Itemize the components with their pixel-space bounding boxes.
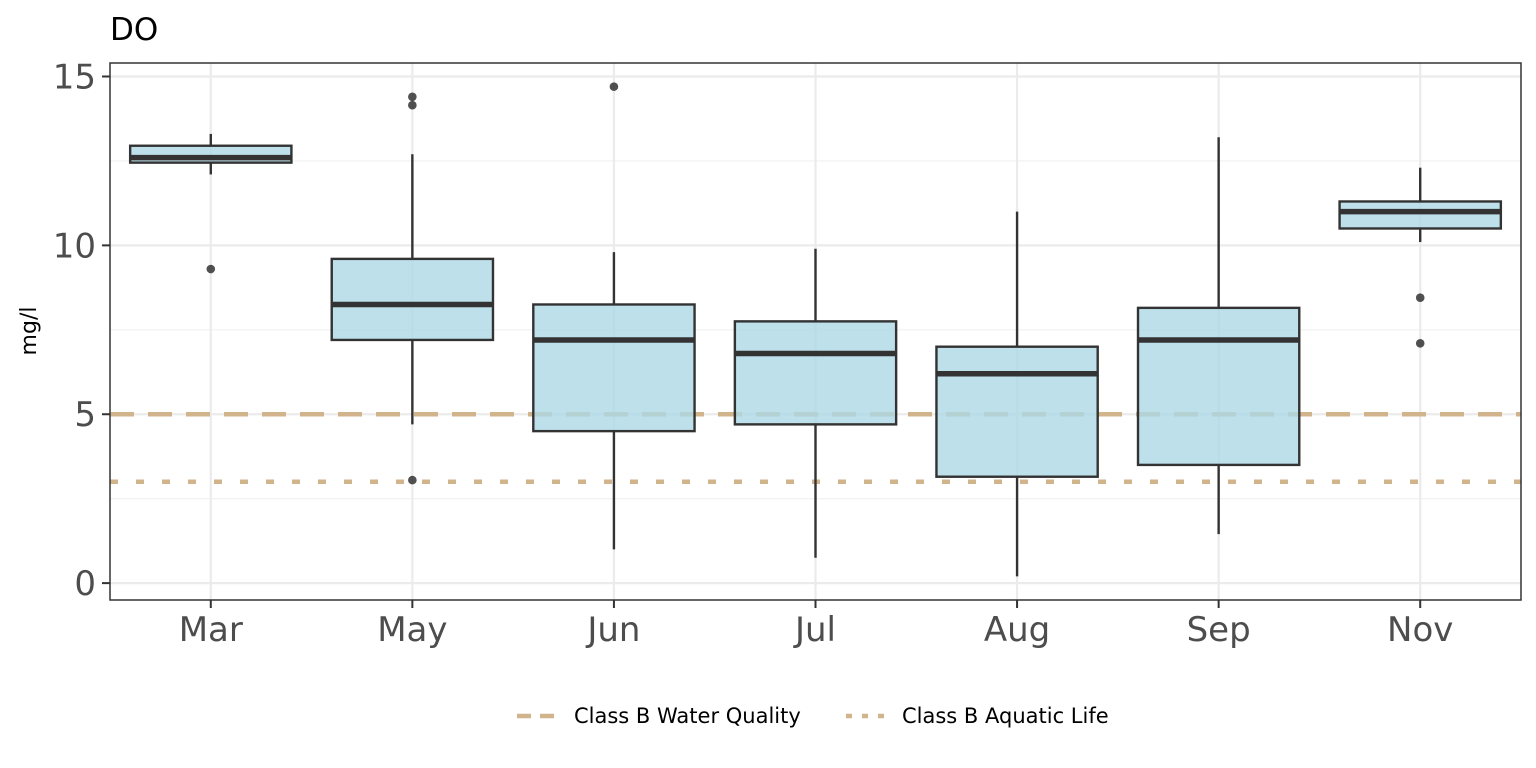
chart-title: DO — [110, 12, 158, 48]
box-body — [532, 303, 696, 433]
legend-label-1: Class B Water Quality — [574, 704, 801, 728]
y-axis-label: mg/l — [17, 307, 42, 356]
box-aug — [935, 211, 1099, 577]
plot-area: 0 5 10 15 Mar May Jun Jul Aug Sep Nov — [53, 58, 1522, 650]
x-tick-label-jul: Jul — [793, 610, 836, 650]
outlier-point — [609, 82, 619, 91]
y-tick-label: 10 — [53, 226, 96, 266]
x-tick-label-aug: Aug — [984, 610, 1050, 650]
box-body — [935, 345, 1099, 478]
box-jul — [733, 248, 898, 558]
outlier-point — [1415, 293, 1425, 303]
x-tick-label-jun: Jun — [585, 610, 640, 650]
box-jun — [532, 82, 696, 550]
outlier-point — [408, 475, 417, 485]
legend-label-2: Class B Aquatic Life — [902, 704, 1109, 728]
box-may — [330, 92, 495, 485]
box-body — [1136, 306, 1301, 467]
outlier-point — [408, 92, 417, 102]
box-body — [733, 320, 898, 426]
y-tick-label: 15 — [53, 58, 96, 98]
outlier-point — [408, 100, 417, 110]
x-tick-label-mar: Mar — [179, 610, 243, 650]
box-body — [1338, 200, 1503, 230]
box-body — [330, 257, 495, 342]
box-nov — [1338, 167, 1503, 348]
x-tick-label-may: May — [377, 610, 447, 650]
box-mar — [128, 133, 293, 274]
x-tick-label-nov: Nov — [1387, 610, 1453, 650]
outlier-point — [1415, 339, 1425, 348]
y-tick-label: 0 — [74, 564, 96, 604]
box-sep — [1136, 137, 1301, 535]
y-tick-label: 5 — [74, 395, 96, 435]
outlier-point — [206, 264, 216, 274]
x-tick-label-sep: Sep — [1187, 610, 1251, 650]
legend: Class B Water Quality Class B Aquatic Lif… — [517, 704, 1109, 728]
